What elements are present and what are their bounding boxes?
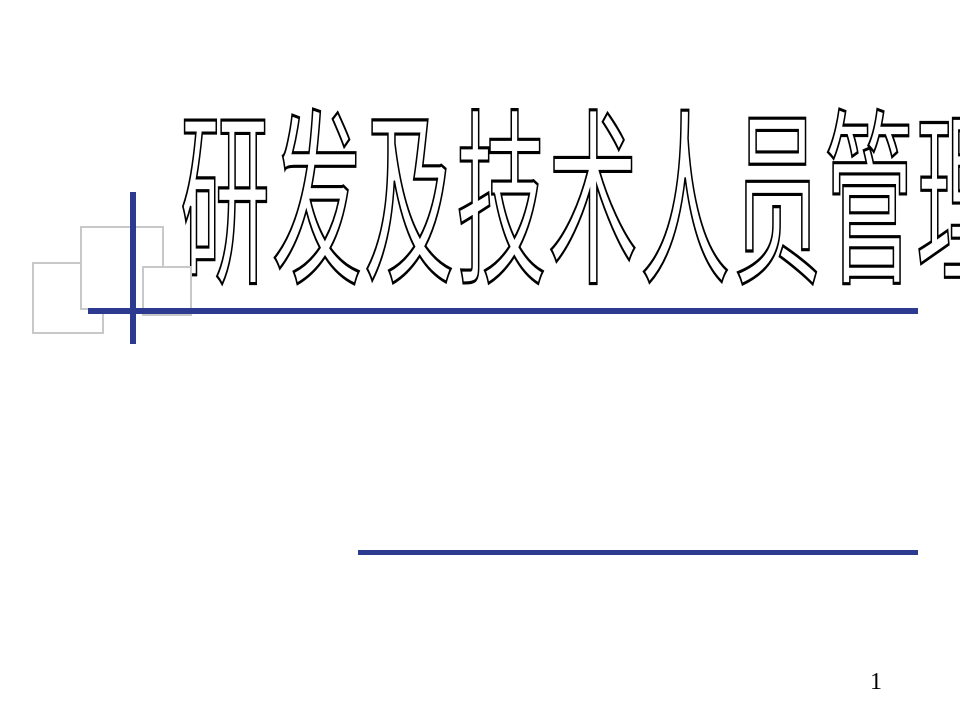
vertical-accent-line <box>130 192 136 344</box>
page-number: 1 <box>870 669 882 696</box>
slide: 研发及技术人员管理技能 1 <box>0 0 960 720</box>
title-text: 研发及技术人员管理技能 <box>180 50 960 323</box>
decorative-squares <box>32 226 202 356</box>
sub-horizontal-line <box>358 550 918 555</box>
slide-title: 研发及技术人员管理技能 <box>180 50 930 180</box>
main-horizontal-line <box>88 308 918 314</box>
